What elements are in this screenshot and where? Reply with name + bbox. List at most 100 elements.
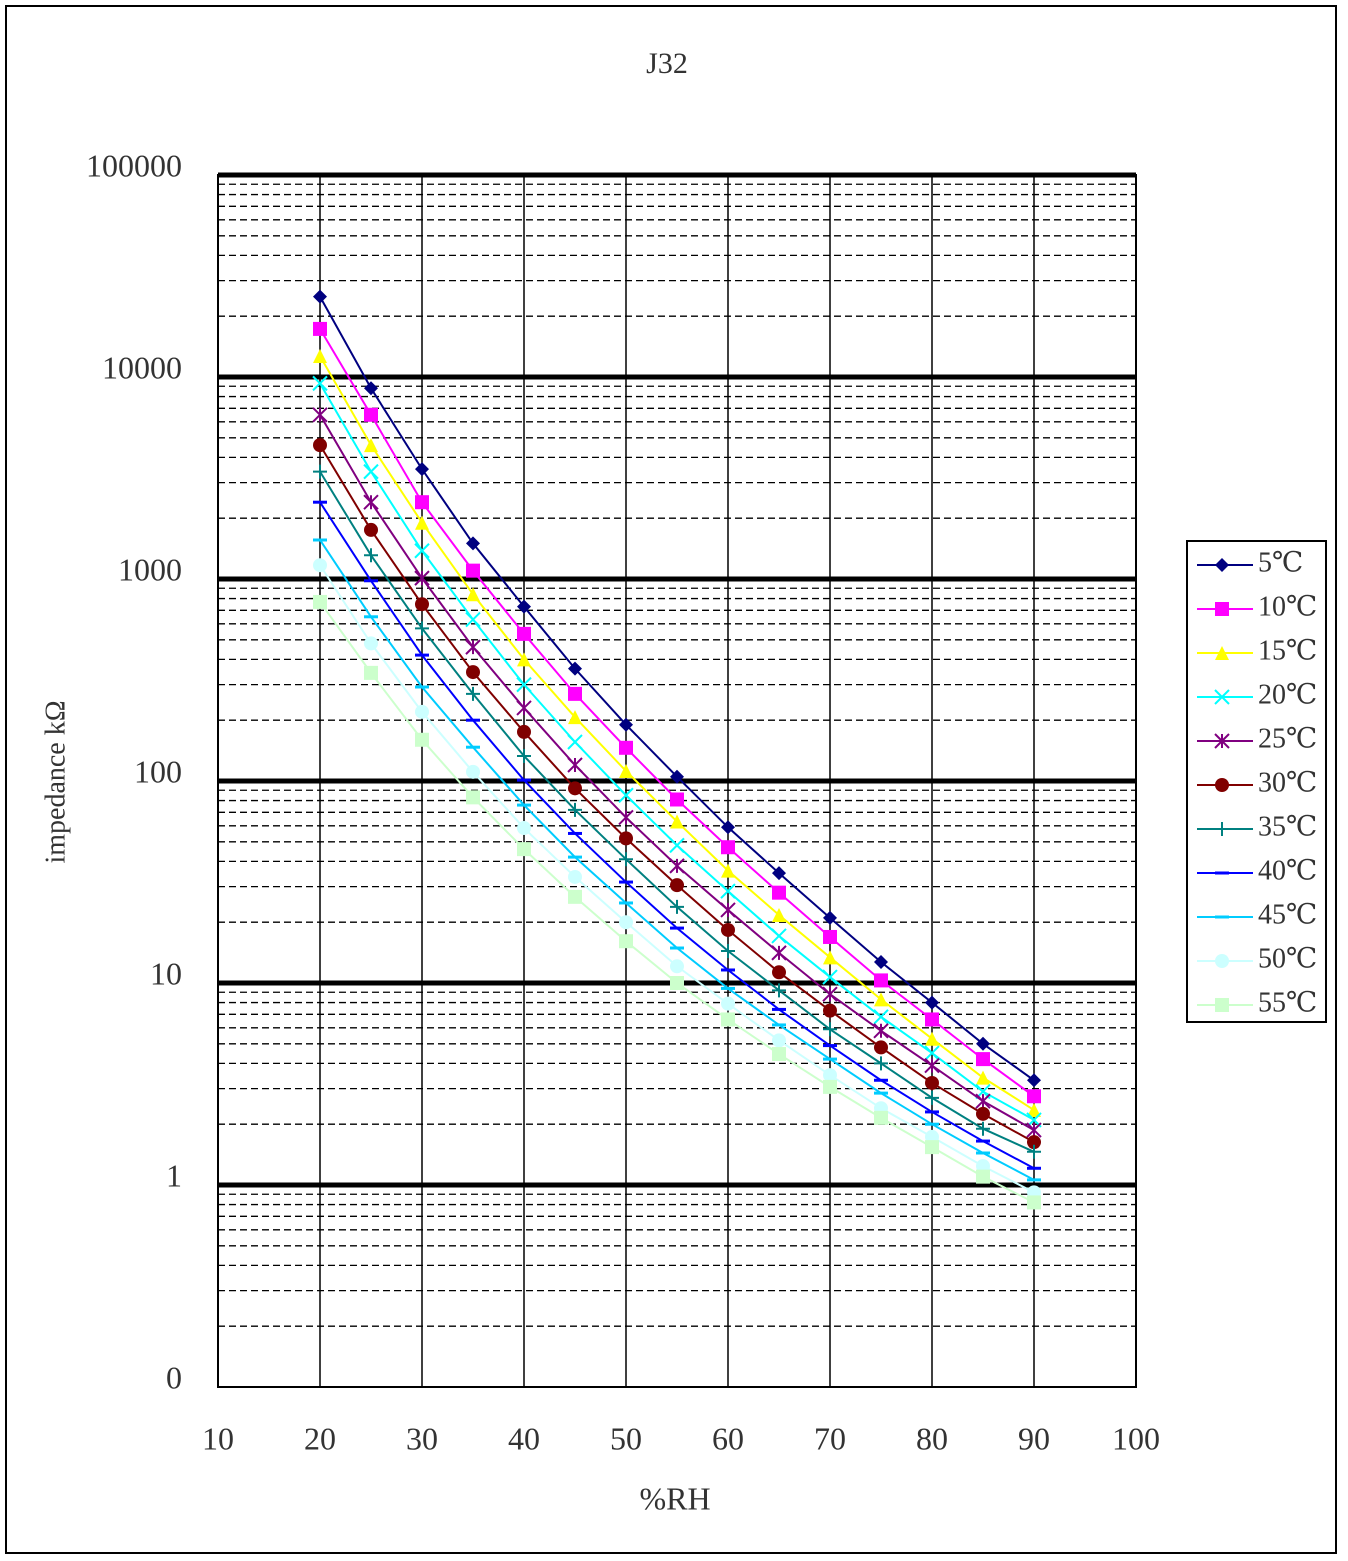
marker	[516, 700, 532, 716]
marker	[670, 792, 684, 807]
marker	[925, 1140, 939, 1155]
x-tick-label: 10	[202, 1420, 234, 1456]
y-tick-label: 0	[166, 1359, 182, 1395]
legend-marker	[1215, 998, 1229, 1012]
marker	[517, 599, 531, 614]
marker	[823, 910, 837, 925]
x-tick-label: 100	[1112, 1420, 1160, 1456]
legend-marker	[1215, 778, 1229, 792]
marker	[619, 764, 633, 779]
marker	[823, 1079, 837, 1094]
marker	[772, 1033, 786, 1048]
marker	[568, 710, 582, 725]
legend-label: 35℃	[1258, 811, 1317, 842]
legend-label: 50℃	[1258, 943, 1317, 974]
marker	[568, 802, 582, 817]
marker	[466, 764, 480, 779]
marker	[567, 757, 583, 773]
marker	[465, 639, 481, 655]
marker	[1027, 1073, 1041, 1088]
marker	[670, 878, 684, 893]
marker	[873, 1023, 889, 1039]
marker	[670, 814, 684, 829]
marker	[415, 597, 429, 612]
marker	[874, 992, 888, 1007]
marker	[568, 781, 582, 796]
marker	[619, 934, 633, 949]
marker	[874, 1040, 888, 1055]
x-tick-label: 90	[1018, 1420, 1050, 1456]
marker	[874, 955, 888, 970]
marker	[771, 945, 787, 961]
legend-label: 25℃	[1258, 723, 1317, 754]
marker	[619, 831, 633, 846]
marker	[1027, 1135, 1041, 1150]
marker	[823, 950, 837, 965]
marker	[312, 407, 328, 423]
marker	[363, 494, 379, 510]
marker	[516, 676, 532, 693]
marker	[822, 969, 838, 985]
x-tick-label: 20	[304, 1420, 336, 1456]
y-tick-label: 10	[150, 955, 182, 991]
x-tick-label: 50	[610, 1420, 642, 1456]
legend-label: 15℃	[1258, 635, 1317, 666]
marker	[822, 986, 838, 1002]
marker	[619, 740, 633, 755]
marker	[466, 563, 480, 578]
legend	[1186, 540, 1327, 1023]
marker	[721, 922, 735, 937]
marker	[976, 1106, 990, 1121]
y-tick-label: 10000	[102, 349, 182, 385]
marker	[618, 809, 634, 826]
marker	[721, 863, 735, 878]
marker	[976, 1159, 990, 1174]
marker	[925, 1090, 939, 1105]
marker	[415, 462, 429, 477]
marker	[772, 1047, 786, 1062]
legend-marker	[1215, 822, 1229, 836]
marker	[976, 1036, 990, 1051]
marker	[823, 1068, 837, 1083]
legend-marker	[1215, 558, 1229, 572]
marker	[466, 686, 480, 701]
marker	[669, 858, 685, 874]
marker	[517, 652, 531, 667]
marker	[313, 321, 327, 336]
marker	[976, 1070, 990, 1085]
marker	[415, 621, 429, 636]
marker	[313, 289, 327, 304]
legend-label: 55℃	[1258, 987, 1317, 1018]
marker	[619, 717, 633, 732]
marker	[364, 438, 378, 453]
marker	[925, 1075, 939, 1090]
marker	[771, 928, 787, 944]
marker	[670, 769, 684, 784]
marker	[619, 852, 633, 867]
marker	[772, 983, 786, 998]
legend-marker	[1215, 954, 1229, 968]
y-tick-label: 1000	[118, 551, 182, 587]
marker	[568, 869, 582, 884]
legend-marker	[1215, 602, 1229, 616]
marker	[415, 704, 429, 719]
marker	[924, 1057, 940, 1074]
marker	[465, 611, 481, 628]
x-tick-label: 40	[508, 1420, 540, 1456]
marker	[618, 787, 634, 803]
marker	[670, 959, 684, 974]
marker	[772, 885, 786, 900]
marker	[364, 522, 378, 537]
x-axis-label: %RH	[639, 1480, 710, 1516]
marker	[1027, 1195, 1041, 1210]
marker	[670, 976, 684, 990]
marker	[313, 464, 327, 479]
marker	[873, 1009, 889, 1025]
marker	[924, 1045, 940, 1061]
marker	[466, 790, 480, 805]
marker	[517, 748, 531, 763]
marker	[975, 1093, 991, 1109]
marker	[721, 820, 735, 835]
marker	[415, 495, 429, 510]
marker	[670, 899, 684, 914]
